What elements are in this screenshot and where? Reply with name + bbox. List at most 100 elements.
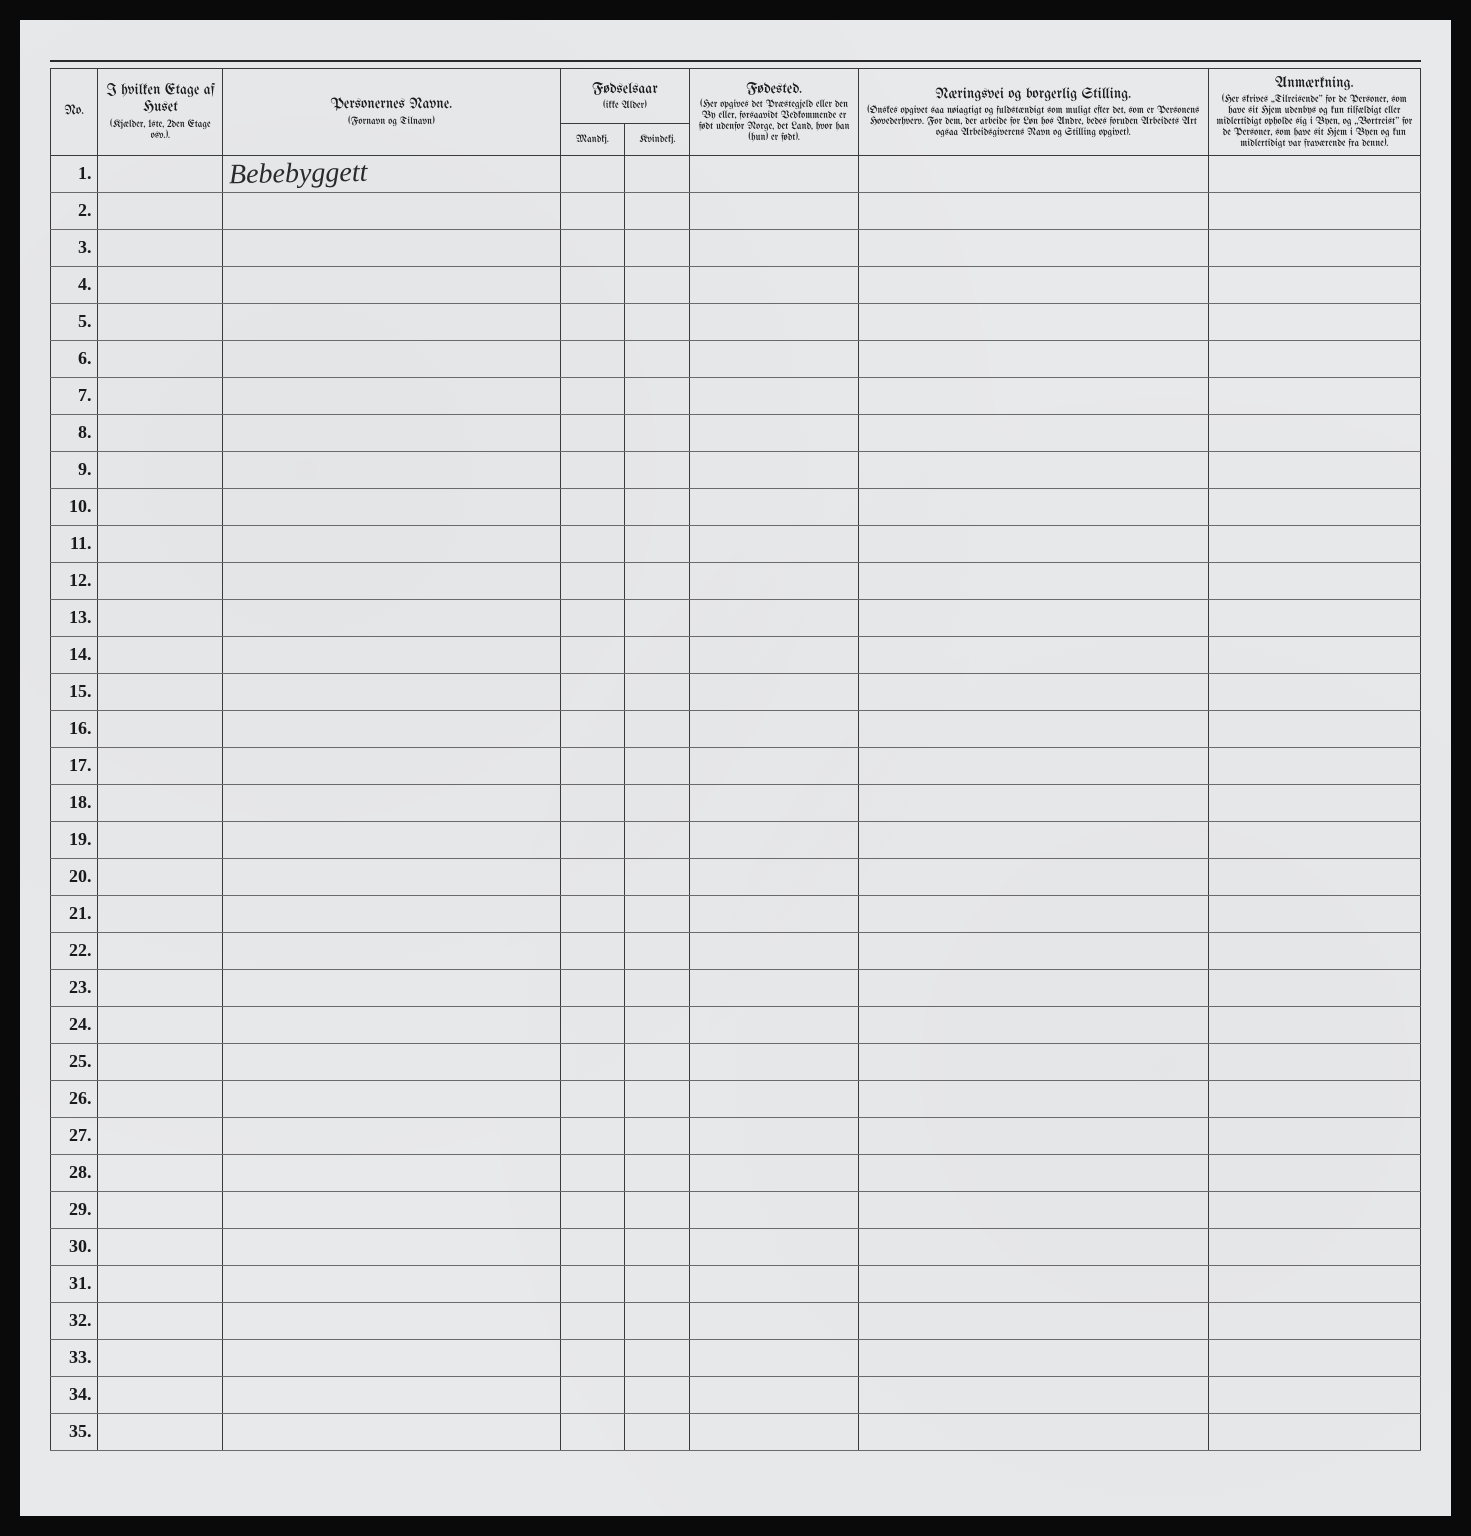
cell-fm (560, 784, 625, 821)
cell-navn (223, 1117, 560, 1154)
cell-fsted (690, 155, 859, 192)
cell-naer (858, 1228, 1208, 1265)
row-number: 13. (51, 599, 98, 636)
cell-anm (1208, 784, 1420, 821)
cell-fm (560, 1043, 625, 1080)
row-number: 15. (51, 673, 98, 710)
cell-anm (1208, 895, 1420, 932)
cell-anm (1208, 377, 1420, 414)
cell-navn (223, 710, 560, 747)
cell-fsted (690, 636, 859, 673)
cell-fm (560, 1265, 625, 1302)
cell-navn (223, 969, 560, 1006)
table-header: No. I hvilken Etage af Huset (Kjælder, 1… (51, 69, 1421, 156)
cell-fk (625, 636, 690, 673)
cell-fk (625, 303, 690, 340)
cell-naer (858, 377, 1208, 414)
cell-fk (625, 1080, 690, 1117)
cell-fsted (690, 858, 859, 895)
col-kvindekj: Kvindekj. (625, 124, 690, 155)
cell-anm (1208, 710, 1420, 747)
cell-etage (98, 525, 223, 562)
col-navn-title: Personernes Navne. (227, 95, 555, 114)
cell-fm (560, 1006, 625, 1043)
cell-anm (1208, 414, 1420, 451)
cell-navn (223, 821, 560, 858)
row-number: 6. (51, 340, 98, 377)
cell-naer (858, 1043, 1208, 1080)
cell-anm (1208, 1191, 1420, 1228)
table-row: 2. (51, 192, 1421, 229)
cell-anm (1208, 229, 1420, 266)
cell-fm (560, 488, 625, 525)
row-number: 5. (51, 303, 98, 340)
col-navn: Personernes Navne. (Fornavn og Tilnavn) (223, 69, 560, 156)
cell-anm (1208, 1376, 1420, 1413)
table-body: 1.Bebebyggett2.3.4.5.6.7.8.9.10.11.12.13… (51, 155, 1421, 1450)
cell-naer (858, 1191, 1208, 1228)
cell-anm (1208, 1302, 1420, 1339)
cell-etage (98, 1043, 223, 1080)
cell-fk (625, 784, 690, 821)
table-row: 29. (51, 1191, 1421, 1228)
cell-naer (858, 1413, 1208, 1450)
cell-fk (625, 377, 690, 414)
cell-fk (625, 266, 690, 303)
cell-naer (858, 710, 1208, 747)
cell-etage (98, 377, 223, 414)
cell-anm (1208, 266, 1420, 303)
cell-fk (625, 1117, 690, 1154)
cell-navn (223, 636, 560, 673)
cell-anm (1208, 636, 1420, 673)
cell-navn (223, 266, 560, 303)
cell-fsted (690, 192, 859, 229)
cell-fm (560, 155, 625, 192)
cell-anm (1208, 1154, 1420, 1191)
cell-fm (560, 1339, 625, 1376)
cell-fm (560, 1413, 625, 1450)
cell-etage (98, 1413, 223, 1450)
row-number: 22. (51, 932, 98, 969)
cell-etage (98, 932, 223, 969)
table-row: 11. (51, 525, 1421, 562)
cell-navn (223, 377, 560, 414)
cell-navn (223, 1043, 560, 1080)
cell-fm (560, 377, 625, 414)
cell-anm (1208, 673, 1420, 710)
cell-naer (858, 1080, 1208, 1117)
cell-naer (858, 1154, 1208, 1191)
cell-anm (1208, 932, 1420, 969)
cell-fsted (690, 377, 859, 414)
col-fodselsaar: Fødselsaar (ikke Alder) (560, 69, 690, 124)
table-row: 16. (51, 710, 1421, 747)
cell-anm (1208, 340, 1420, 377)
table-row: 27. (51, 1117, 1421, 1154)
cell-fsted (690, 895, 859, 932)
cell-fk (625, 451, 690, 488)
table-row: 20. (51, 858, 1421, 895)
cell-etage (98, 858, 223, 895)
cell-naer (858, 303, 1208, 340)
cell-fk (625, 525, 690, 562)
table-row: 23. (51, 969, 1421, 1006)
cell-etage (98, 192, 223, 229)
cell-naer (858, 1302, 1208, 1339)
row-number: 24. (51, 1006, 98, 1043)
table-row: 1.Bebebyggett (51, 155, 1421, 192)
cell-fm (560, 710, 625, 747)
cell-fk (625, 895, 690, 932)
cell-fk (625, 155, 690, 192)
row-number: 35. (51, 1413, 98, 1450)
table-row: 33. (51, 1339, 1421, 1376)
cell-naer (858, 562, 1208, 599)
cell-fk (625, 1191, 690, 1228)
cell-fsted (690, 710, 859, 747)
table-row: 5. (51, 303, 1421, 340)
cell-navn (223, 1191, 560, 1228)
cell-navn (223, 1006, 560, 1043)
cell-etage (98, 1154, 223, 1191)
cell-fk (625, 1265, 690, 1302)
col-etage: I hvilken Etage af Huset (Kjælder, 1ste,… (98, 69, 223, 156)
cell-navn (223, 340, 560, 377)
cell-etage (98, 1006, 223, 1043)
